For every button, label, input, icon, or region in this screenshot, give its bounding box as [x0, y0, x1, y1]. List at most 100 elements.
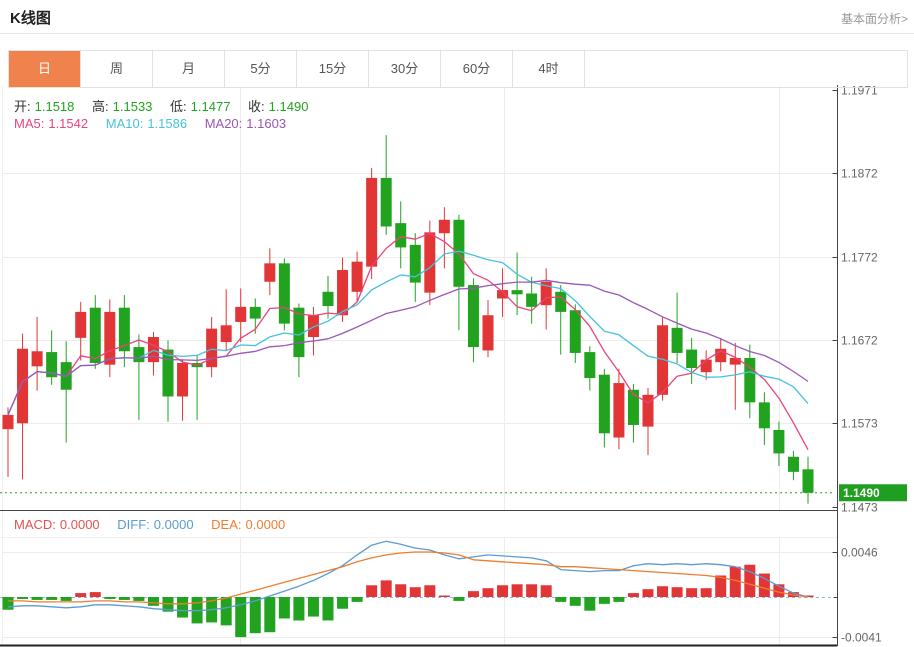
- macd-bar[interactable]: [657, 586, 669, 597]
- candle[interactable]: [75, 311, 87, 338]
- candle[interactable]: [322, 291, 334, 307]
- macd-bar[interactable]: [264, 597, 276, 633]
- macd-bar[interactable]: [569, 597, 581, 606]
- macd-bar[interactable]: [482, 588, 494, 597]
- candle[interactable]: [497, 290, 509, 299]
- macd-bar[interactable]: [395, 584, 407, 597]
- candle[interactable]: [104, 311, 116, 365]
- macd-bar[interactable]: [307, 597, 319, 617]
- candle[interactable]: [700, 359, 712, 373]
- candle[interactable]: [395, 223, 407, 248]
- candle[interactable]: [657, 325, 669, 395]
- candle[interactable]: [758, 402, 770, 429]
- candle[interactable]: [17, 348, 29, 424]
- candle[interactable]: [729, 357, 741, 365]
- macd-bar[interactable]: [424, 585, 436, 597]
- macd-bar[interactable]: [46, 597, 58, 600]
- macd-bar[interactable]: [700, 588, 712, 597]
- macd-bar[interactable]: [467, 591, 479, 597]
- candle[interactable]: [555, 291, 567, 312]
- candle[interactable]: [31, 351, 43, 367]
- candle[interactable]: [264, 263, 276, 282]
- macd-bar[interactable]: [598, 597, 610, 604]
- candle[interactable]: [482, 315, 494, 351]
- tab-month[interactable]: 月: [153, 51, 225, 87]
- macd-bar[interactable]: [627, 593, 639, 597]
- macd-bar[interactable]: [802, 595, 814, 598]
- macd-bar[interactable]: [758, 573, 770, 597]
- macd-bar[interactable]: [322, 597, 334, 621]
- candle[interactable]: [409, 244, 421, 283]
- tab-day[interactable]: 日: [9, 51, 81, 87]
- candle[interactable]: [642, 394, 654, 427]
- candle[interactable]: [351, 261, 363, 292]
- tab-30min[interactable]: 30分: [369, 51, 441, 87]
- macd-bar[interactable]: [715, 575, 727, 597]
- macd-bar[interactable]: [278, 597, 290, 619]
- macd-bar[interactable]: [60, 597, 72, 601]
- candle[interactable]: [366, 177, 378, 267]
- candle[interactable]: [249, 306, 261, 319]
- macd-bar[interactable]: [177, 597, 189, 618]
- candle[interactable]: [424, 232, 436, 293]
- macd-bar[interactable]: [729, 566, 741, 597]
- candle[interactable]: [511, 290, 523, 295]
- candle[interactable]: [715, 348, 727, 363]
- macd-bar[interactable]: [31, 597, 43, 600]
- candle[interactable]: [526, 293, 538, 307]
- candle[interactable]: [307, 315, 319, 338]
- macd-bar[interactable]: [497, 585, 509, 597]
- macd-bar[interactable]: [366, 585, 378, 597]
- candle[interactable]: [235, 306, 247, 322]
- candle[interactable]: [2, 414, 14, 430]
- candle[interactable]: [598, 374, 610, 434]
- macd-bar[interactable]: [686, 588, 698, 597]
- macd-bar[interactable]: [249, 597, 261, 634]
- macd-bar[interactable]: [526, 584, 538, 597]
- macd-bar[interactable]: [351, 597, 363, 602]
- candle[interactable]: [438, 219, 450, 234]
- candle[interactable]: [671, 327, 683, 353]
- macd-bar[interactable]: [438, 595, 450, 598]
- tab-4hour[interactable]: 4时: [513, 51, 585, 87]
- candle[interactable]: [686, 349, 698, 368]
- macd-bar[interactable]: [147, 597, 159, 606]
- candle[interactable]: [46, 352, 58, 378]
- candle[interactable]: [220, 325, 232, 343]
- candle[interactable]: [773, 429, 785, 454]
- macd-bar[interactable]: [555, 597, 567, 602]
- macd-bar[interactable]: [409, 587, 421, 597]
- macd-bar[interactable]: [118, 597, 130, 600]
- candle[interactable]: [787, 456, 799, 472]
- tab-5min[interactable]: 5分: [225, 51, 297, 87]
- candle[interactable]: [802, 469, 814, 493]
- candle[interactable]: [584, 352, 596, 379]
- candle[interactable]: [627, 389, 639, 425]
- candle[interactable]: [467, 285, 479, 348]
- candle[interactable]: [133, 347, 145, 363]
- tab-week[interactable]: 周: [81, 51, 153, 87]
- candle[interactable]: [540, 281, 552, 306]
- macd-bar[interactable]: [744, 564, 756, 597]
- macd-bar[interactable]: [337, 597, 349, 609]
- candle[interactable]: [293, 307, 305, 358]
- candle[interactable]: [744, 357, 756, 403]
- fundamental-analysis-link[interactable]: 基本面分析>: [840, 12, 908, 26]
- candle[interactable]: [278, 263, 290, 324]
- candle[interactable]: [89, 307, 101, 363]
- candle[interactable]: [118, 307, 130, 352]
- candle[interactable]: [162, 349, 174, 397]
- macd-bar[interactable]: [133, 597, 145, 601]
- candle[interactable]: [613, 383, 625, 438]
- macd-bar[interactable]: [75, 593, 87, 597]
- candle[interactable]: [380, 177, 392, 227]
- candle[interactable]: [206, 328, 218, 368]
- candle[interactable]: [337, 270, 349, 316]
- tab-15min[interactable]: 15分: [297, 51, 369, 87]
- macd-bar[interactable]: [613, 597, 625, 602]
- macd-bar[interactable]: [511, 584, 523, 597]
- macd-bar[interactable]: [2, 597, 14, 610]
- macd-bar[interactable]: [220, 597, 232, 626]
- macd-bar[interactable]: [671, 587, 683, 597]
